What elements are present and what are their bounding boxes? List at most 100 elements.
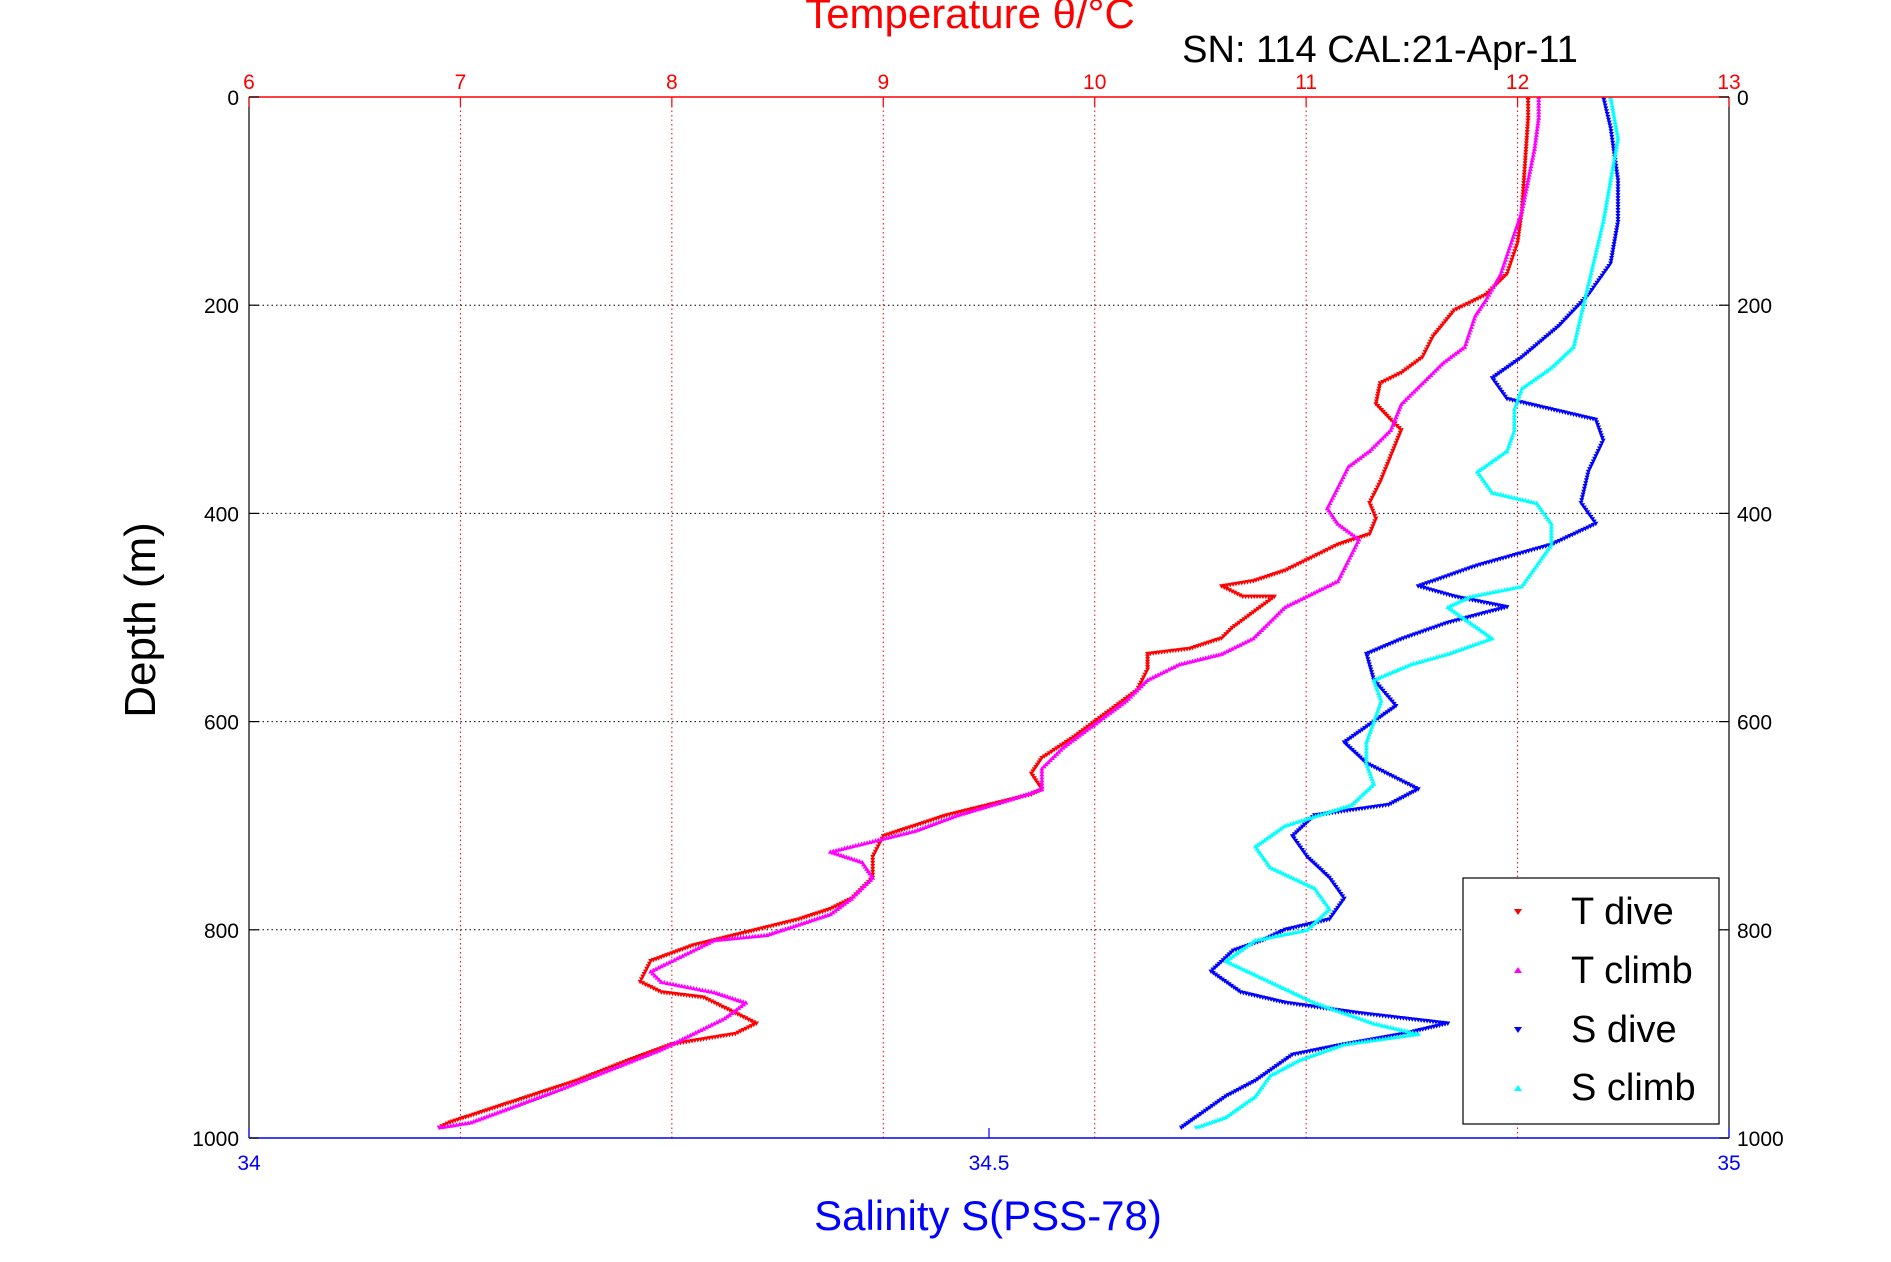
data-point <box>1467 643 1473 649</box>
data-point <box>881 836 887 841</box>
data-point <box>1393 798 1399 804</box>
data-point <box>1594 420 1600 425</box>
data-point <box>1377 438 1383 443</box>
data-point <box>1280 1066 1286 1072</box>
data-point <box>1375 440 1381 445</box>
data-point <box>1113 703 1119 709</box>
data-point <box>865 879 871 884</box>
data-point <box>656 977 662 982</box>
data-point <box>722 1005 728 1011</box>
data-point <box>1525 498 1531 504</box>
data-point <box>1231 624 1237 629</box>
legend-item-t-climb: T climb <box>1514 950 1693 992</box>
temperature-tick-label: 7 <box>455 71 467 94</box>
data-point <box>1390 448 1396 454</box>
data-point <box>1218 1097 1224 1103</box>
data-point <box>1389 669 1395 675</box>
data-point <box>1581 486 1587 492</box>
data-point <box>1567 534 1573 539</box>
data-point <box>468 1119 474 1125</box>
data-point <box>851 893 857 899</box>
temperature-tick-label: 12 <box>1506 71 1529 94</box>
data-point <box>1145 677 1151 682</box>
data-point <box>1521 384 1527 389</box>
data-point <box>1250 939 1256 944</box>
data-point <box>537 1094 543 1100</box>
data-point <box>1613 150 1619 155</box>
data-point <box>746 1025 751 1030</box>
data-point <box>1487 590 1493 595</box>
data-point <box>1615 133 1621 138</box>
data-point <box>1590 262 1596 267</box>
data-point <box>1594 280 1600 286</box>
data-point <box>1122 697 1128 702</box>
data-point <box>1526 381 1532 386</box>
data-point <box>1049 749 1055 755</box>
data-point <box>1615 199 1621 204</box>
data-point <box>1392 668 1398 674</box>
data-point <box>1405 782 1411 787</box>
data-point <box>1275 868 1281 874</box>
data-point <box>1511 495 1517 500</box>
data-point <box>1455 349 1461 355</box>
data-point <box>906 829 912 835</box>
data-point <box>1246 969 1252 975</box>
data-point <box>1512 360 1518 365</box>
data-point <box>650 967 656 973</box>
data-point <box>1391 446 1397 451</box>
data-point <box>1415 358 1421 364</box>
data-point <box>703 1024 709 1030</box>
data-point <box>1094 717 1100 723</box>
data-point <box>1517 356 1523 362</box>
data-point <box>1534 129 1540 135</box>
data-point <box>1603 205 1609 211</box>
data-point <box>1372 490 1378 496</box>
data-point <box>1401 369 1407 374</box>
series-t-dive <box>436 97 1531 1131</box>
data-point <box>1309 998 1315 1004</box>
data-point <box>1053 746 1059 751</box>
data-point <box>1470 299 1476 304</box>
data-point <box>677 1037 683 1043</box>
data-point <box>870 863 876 869</box>
data-point <box>1221 1095 1227 1101</box>
data-point <box>1488 459 1494 465</box>
data-point <box>1476 592 1482 597</box>
data-point <box>1330 545 1336 550</box>
data-point <box>1599 435 1605 441</box>
data-point <box>1609 137 1615 143</box>
data-point <box>603 1068 609 1074</box>
data-point <box>1178 1125 1184 1131</box>
data-point <box>724 1007 730 1012</box>
data-point <box>1252 972 1258 977</box>
data-point <box>1525 124 1531 129</box>
data-point <box>1442 652 1448 657</box>
data-point <box>726 1012 732 1017</box>
data-point <box>1275 933 1281 938</box>
data-point <box>1600 222 1606 227</box>
data-point <box>1243 1083 1249 1089</box>
data-point <box>1259 839 1265 844</box>
data-point <box>1502 587 1508 592</box>
data-point <box>1470 593 1476 599</box>
data-point <box>1043 761 1049 767</box>
data-point <box>1612 116 1618 122</box>
data-point <box>1528 499 1534 504</box>
data-point <box>669 1041 675 1047</box>
depth-tick-label-left: 0 <box>227 87 239 110</box>
data-point <box>1261 935 1267 941</box>
data-point <box>871 852 877 857</box>
data-point <box>1404 1028 1410 1034</box>
data-point <box>1280 1059 1286 1064</box>
data-point <box>1225 959 1231 965</box>
data-point <box>636 1055 642 1061</box>
data-point <box>1611 244 1617 250</box>
data-point <box>580 1077 586 1083</box>
data-point <box>1293 563 1299 568</box>
data-point <box>1583 293 1589 298</box>
data-point <box>1326 875 1332 881</box>
data-point <box>1369 527 1375 532</box>
data-point <box>1614 141 1620 147</box>
data-point <box>1554 540 1560 545</box>
data-point <box>1593 521 1599 527</box>
